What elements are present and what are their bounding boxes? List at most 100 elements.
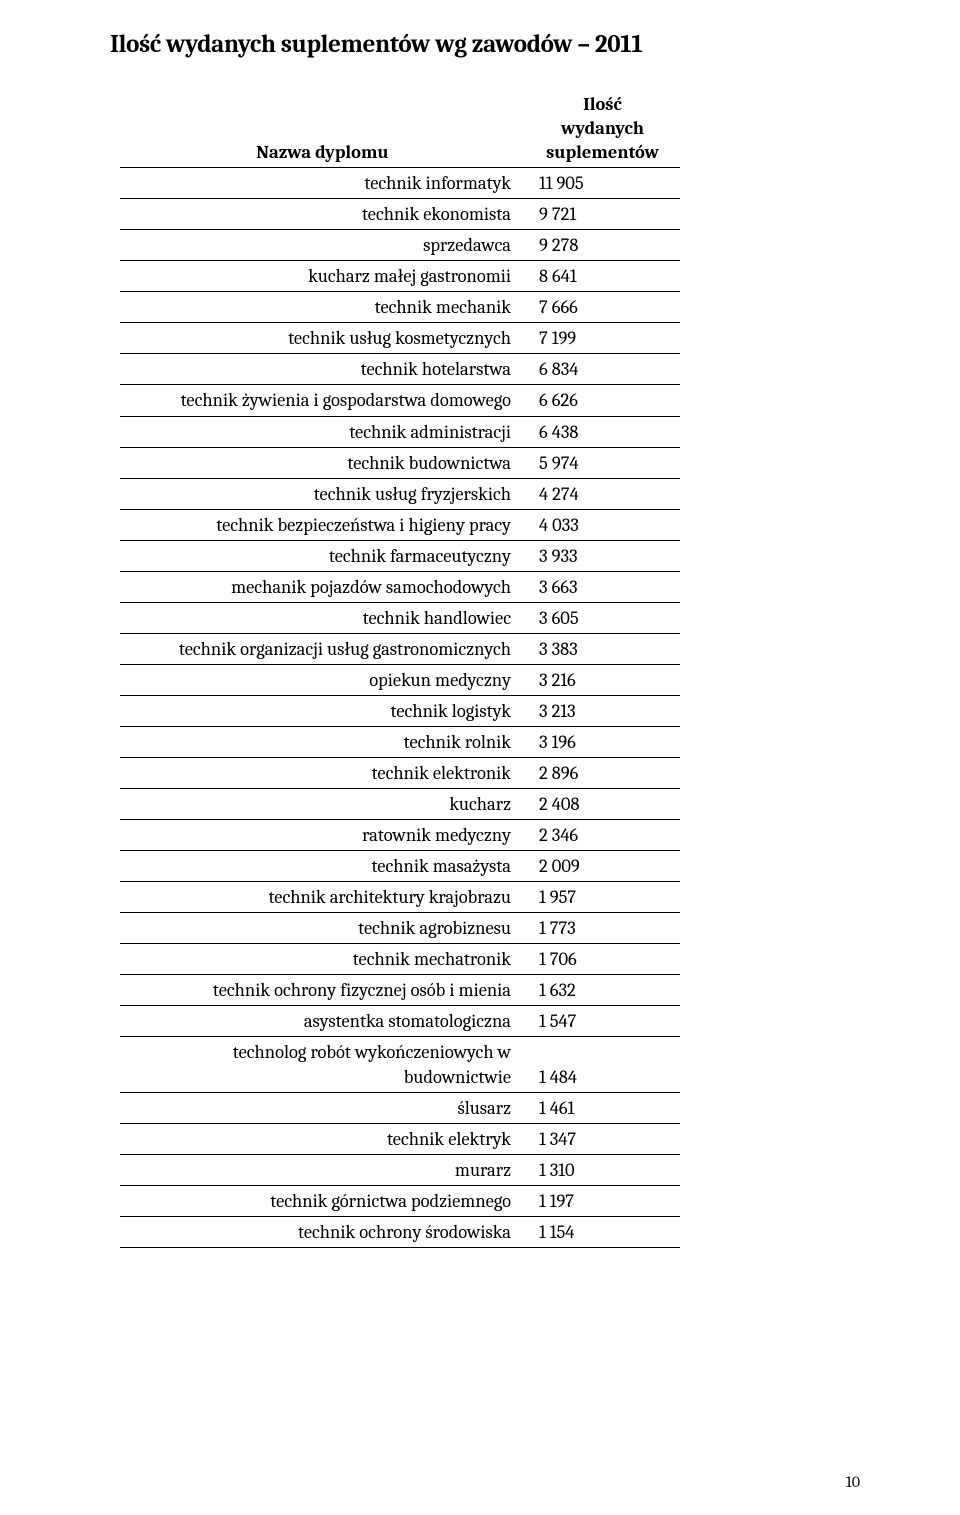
row-value: 3 933 — [525, 540, 680, 571]
row-name: technolog robót wykończeniowych w budown… — [120, 1037, 525, 1092]
table-row: technolog robót wykończeniowych w budown… — [120, 1037, 680, 1092]
table-row: technik ochrony środowiska1 154 — [120, 1216, 680, 1247]
table-row: technik organizacji usług gastronomiczny… — [120, 633, 680, 664]
row-value: 6 438 — [525, 416, 680, 447]
table-row: mechanik pojazdów samochodowych3 663 — [120, 571, 680, 602]
row-value: 9 721 — [525, 199, 680, 230]
row-name: technik usług kosmetycznych — [120, 323, 525, 354]
row-name: technik elektronik — [120, 758, 525, 789]
table-row: technik masażysta2 009 — [120, 851, 680, 882]
row-value: 1 773 — [525, 913, 680, 944]
row-name: technik mechatronik — [120, 944, 525, 975]
row-name: ślusarz — [120, 1092, 525, 1123]
row-name: technik ochrony fizycznej osób i mienia — [120, 975, 525, 1006]
row-name: murarz — [120, 1154, 525, 1185]
row-name: technik hotelarstwa — [120, 354, 525, 385]
table-row: asystentka stomatologiczna1 547 — [120, 1006, 680, 1037]
row-value: 1 547 — [525, 1006, 680, 1037]
row-value: 3 213 — [525, 695, 680, 726]
row-name: technik architektury krajobrazu — [120, 882, 525, 913]
table-row: technik elektryk1 347 — [120, 1123, 680, 1154]
table-row: technik architektury krajobrazu1 957 — [120, 882, 680, 913]
header-value-line1: Ilość — [583, 93, 622, 115]
row-value: 3 383 — [525, 633, 680, 664]
table-row: technik hotelarstwa6 834 — [120, 354, 680, 385]
row-name: technik ochrony środowiska — [120, 1216, 525, 1247]
table-header-row: Nazwa dyplomu Ilość wydanych suplementów — [120, 89, 680, 168]
row-value: 1 310 — [525, 1154, 680, 1185]
row-value: 4 033 — [525, 509, 680, 540]
table-row: technik administracji6 438 — [120, 416, 680, 447]
page-number: 10 — [846, 1473, 860, 1491]
row-value: 1 461 — [525, 1092, 680, 1123]
row-value: 1 154 — [525, 1216, 680, 1247]
row-name: opiekun medyczny — [120, 664, 525, 695]
row-value: 1 347 — [525, 1123, 680, 1154]
table-row: technik żywienia i gospodarstwa domowego… — [120, 385, 680, 416]
row-name: technik żywienia i gospodarstwa domowego — [120, 385, 525, 416]
table-body: technik informatyk11 905technik ekonomis… — [120, 168, 680, 1248]
table-row: kucharz małej gastronomii8 641 — [120, 261, 680, 292]
row-name: technik usług fryzjerskich — [120, 478, 525, 509]
table-row: opiekun medyczny3 216 — [120, 664, 680, 695]
table-row: technik agrobiznesu1 773 — [120, 913, 680, 944]
table-row: technik ochrony fizycznej osób i mienia1… — [120, 975, 680, 1006]
row-value: 7 199 — [525, 323, 680, 354]
row-name: technik agrobiznesu — [120, 913, 525, 944]
row-value: 9 278 — [525, 230, 680, 261]
column-header-value: Ilość wydanych suplementów — [525, 89, 680, 168]
row-name: ratownik medyczny — [120, 820, 525, 851]
row-value: 3 605 — [525, 602, 680, 633]
row-name: technik administracji — [120, 416, 525, 447]
row-name: technik budownictwa — [120, 447, 525, 478]
table-row: technik budownictwa5 974 — [120, 447, 680, 478]
row-name: technik elektryk — [120, 1123, 525, 1154]
row-name: technik mechanik — [120, 292, 525, 323]
row-name: kucharz — [120, 789, 525, 820]
row-name: technik organizacji usług gastronomiczny… — [120, 633, 525, 664]
row-value: 6 834 — [525, 354, 680, 385]
header-value-line2: wydanych — [561, 117, 644, 139]
header-value-line3: suplementów — [546, 141, 659, 163]
header-name-text: Nazwa dyplomu — [256, 141, 388, 163]
row-name: technik ekonomista — [120, 199, 525, 230]
row-name: technik rolnik — [120, 726, 525, 757]
row-name: technik farmaceutyczny — [120, 540, 525, 571]
row-name: technik bezpieczeństwa i higieny pracy — [120, 509, 525, 540]
table-row: technik ekonomista9 721 — [120, 199, 680, 230]
row-value: 7 666 — [525, 292, 680, 323]
page-title: Ilość wydanych suplementów wg zawodów – … — [110, 30, 850, 59]
column-header-name: Nazwa dyplomu — [120, 89, 525, 168]
table-row: technik rolnik3 196 — [120, 726, 680, 757]
table-row: ślusarz1 461 — [120, 1092, 680, 1123]
row-value: 6 626 — [525, 385, 680, 416]
table-row: technik usług kosmetycznych7 199 — [120, 323, 680, 354]
row-name: asystentka stomatologiczna — [120, 1006, 525, 1037]
row-value: 2 346 — [525, 820, 680, 851]
table-row: murarz1 310 — [120, 1154, 680, 1185]
supplements-table: Nazwa dyplomu Ilość wydanych suplementów… — [120, 89, 680, 1248]
row-name: technik górnictwa podziemnego — [120, 1185, 525, 1216]
row-value: 8 641 — [525, 261, 680, 292]
table-row: ratownik medyczny2 346 — [120, 820, 680, 851]
row-value: 3 216 — [525, 664, 680, 695]
table-row: technik górnictwa podziemnego1 197 — [120, 1185, 680, 1216]
row-value: 4 274 — [525, 478, 680, 509]
row-value: 1 484 — [525, 1037, 680, 1092]
row-name: mechanik pojazdów samochodowych — [120, 571, 525, 602]
row-value: 1 197 — [525, 1185, 680, 1216]
row-value: 11 905 — [525, 168, 680, 199]
row-name: technik logistyk — [120, 695, 525, 726]
table-row: technik bezpieczeństwa i higieny pracy4 … — [120, 509, 680, 540]
table-row: technik logistyk3 213 — [120, 695, 680, 726]
row-value: 1 957 — [525, 882, 680, 913]
row-value: 1 632 — [525, 975, 680, 1006]
row-name: sprzedawca — [120, 230, 525, 261]
row-name: technik informatyk — [120, 168, 525, 199]
table-row: sprzedawca9 278 — [120, 230, 680, 261]
row-value: 3 663 — [525, 571, 680, 602]
row-name: kucharz małej gastronomii — [120, 261, 525, 292]
row-value: 1 706 — [525, 944, 680, 975]
table-row: technik farmaceutyczny3 933 — [120, 540, 680, 571]
row-value: 5 974 — [525, 447, 680, 478]
